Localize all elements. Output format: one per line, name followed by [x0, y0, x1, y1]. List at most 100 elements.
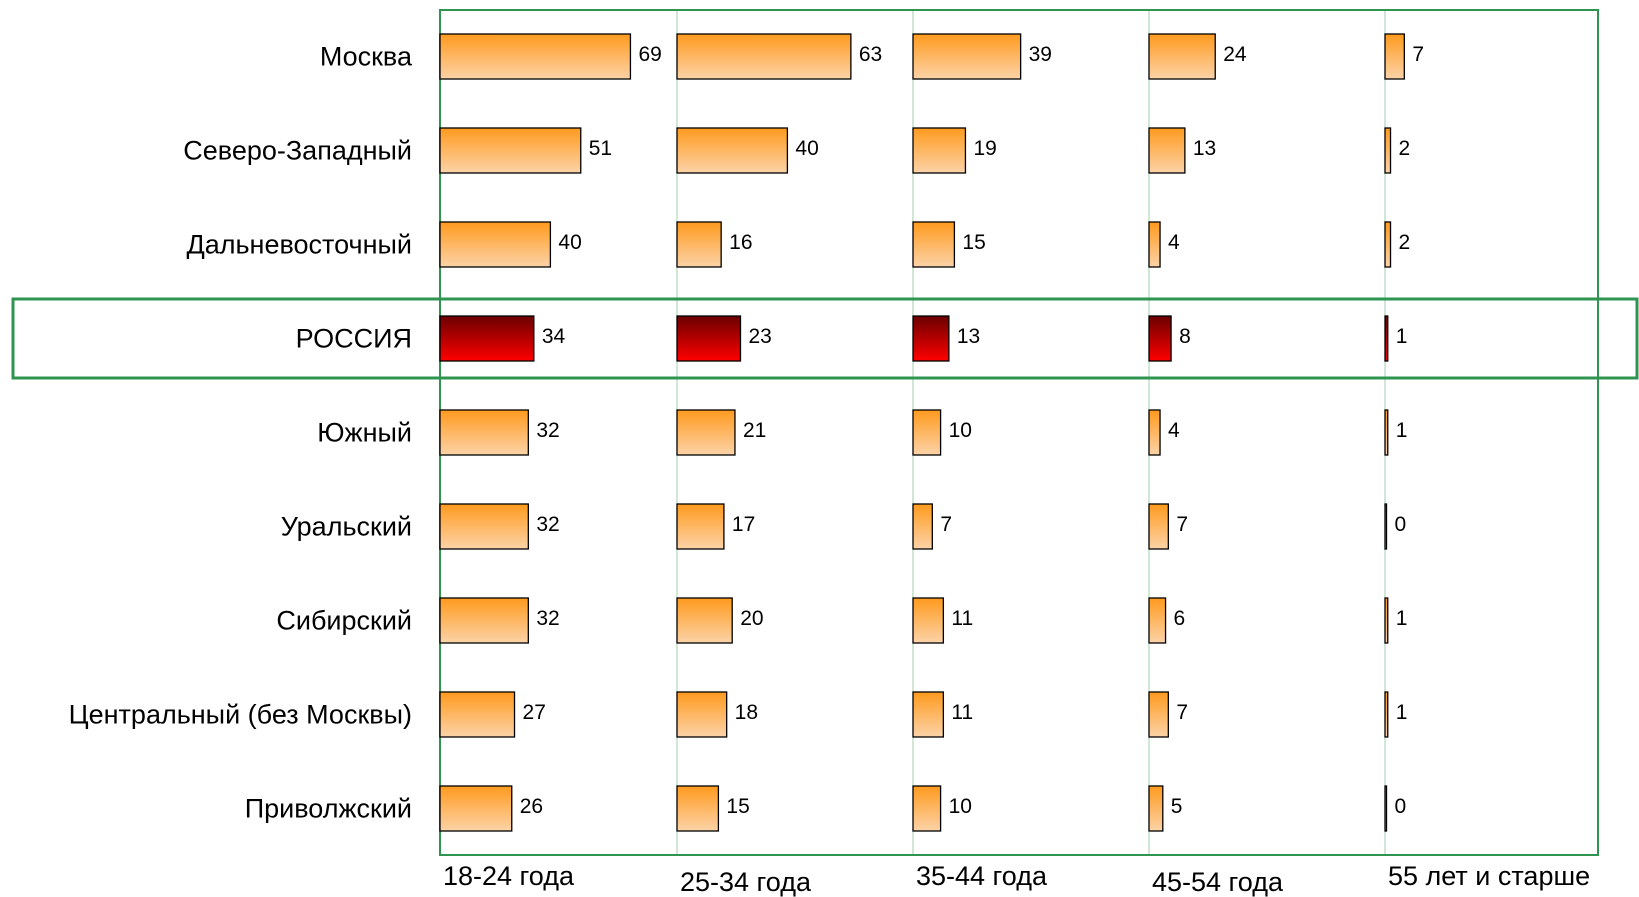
bars	[439, 33, 1405, 832]
highlight-box	[11, 297, 1639, 380]
value-label: 11	[951, 701, 973, 724]
value-label: 8	[1179, 325, 1191, 348]
bar	[1384, 785, 1388, 832]
bar	[439, 315, 535, 362]
bar	[1148, 691, 1169, 738]
value-label: 10	[949, 419, 972, 442]
value-label: 0	[1395, 795, 1407, 818]
region-label: Сибирский	[276, 606, 412, 636]
value-label: 5	[1171, 795, 1183, 818]
bar	[1384, 691, 1389, 738]
age-group-labels: 18-24 года 25-34 года 35-44 года 45-54 года…	[443, 861, 1590, 897]
bar	[1384, 315, 1389, 362]
value-label: 2	[1399, 137, 1411, 160]
value-label: 13	[957, 325, 980, 348]
value-label: 21	[743, 419, 766, 442]
bar	[1148, 409, 1161, 456]
bar	[1384, 409, 1389, 456]
value-label: 24	[1223, 43, 1247, 66]
value-label: 10	[949, 795, 972, 818]
value-label: 2	[1399, 231, 1411, 254]
value-label: 27	[523, 701, 546, 724]
bar	[676, 409, 736, 456]
age-group-label: 45-54 года	[1152, 867, 1284, 897]
value-label: 34	[542, 325, 566, 348]
value-label: 51	[589, 137, 612, 160]
bar	[439, 409, 529, 456]
bar	[1148, 315, 1172, 362]
bar	[439, 691, 516, 738]
bar	[1384, 33, 1405, 80]
value-label: 4	[1168, 231, 1180, 254]
value-label: 16	[729, 231, 752, 254]
value-label: 7	[940, 513, 952, 536]
value-label: 1	[1396, 607, 1408, 630]
value-label: 32	[536, 419, 559, 442]
bar	[676, 127, 789, 174]
bar	[676, 597, 733, 644]
bar	[1148, 33, 1216, 80]
value-label: 40	[795, 137, 818, 160]
region-label: РОССИЯ	[296, 324, 412, 354]
value-label: 20	[740, 607, 763, 630]
value-labels: 6951403432323227266340162321172018153919…	[520, 43, 1424, 818]
bar	[439, 127, 582, 174]
age-group-label: 35-44 года	[916, 861, 1048, 891]
value-label: 18	[735, 701, 758, 724]
region-label: Северо-Западный	[183, 136, 412, 166]
bar	[676, 503, 725, 550]
value-label: 23	[748, 325, 771, 348]
value-label: 32	[536, 513, 559, 536]
value-label: 15	[962, 231, 985, 254]
value-label: 32	[536, 607, 559, 630]
bar	[676, 691, 728, 738]
value-label: 4	[1168, 419, 1180, 442]
value-label: 26	[520, 795, 543, 818]
bar	[676, 33, 852, 80]
bar	[439, 785, 513, 832]
region-label: Уральский	[281, 512, 412, 542]
bar	[1148, 221, 1161, 268]
bar	[1148, 597, 1167, 644]
value-label: 1	[1396, 325, 1408, 348]
value-label: 7	[1176, 513, 1188, 536]
bar	[439, 597, 529, 644]
bar	[912, 409, 942, 456]
plot-frame	[439, 9, 1599, 856]
age-group-label: 25-34 года	[680, 867, 812, 897]
value-label: 40	[558, 231, 581, 254]
bar	[676, 785, 720, 832]
bar	[439, 503, 529, 550]
bar	[912, 33, 1022, 80]
bar	[912, 785, 942, 832]
bar	[912, 597, 945, 644]
region-labels: Москва Северо-Западный Дальневосточный РОСС…	[69, 42, 413, 824]
region-label: Центральный (без Москвы)	[69, 700, 412, 730]
value-label: 7	[1176, 701, 1188, 724]
bar	[912, 503, 933, 550]
value-label: 13	[1193, 137, 1216, 160]
bar	[1384, 503, 1388, 550]
bar	[1148, 503, 1169, 550]
value-label: 0	[1395, 513, 1407, 536]
value-label: 7	[1412, 43, 1424, 66]
value-label: 63	[859, 43, 882, 66]
bar	[439, 33, 632, 80]
value-label: 1	[1396, 419, 1408, 442]
bar	[1384, 221, 1392, 268]
value-label: 39	[1029, 43, 1052, 66]
bar	[912, 221, 956, 268]
value-label: 17	[732, 513, 755, 536]
value-label: 19	[973, 137, 996, 160]
value-label: 11	[951, 607, 973, 630]
bar	[676, 315, 742, 362]
region-label: Южный	[317, 418, 412, 448]
bar	[1384, 597, 1389, 644]
bar	[676, 221, 722, 268]
region-label: Дальневосточный	[186, 230, 412, 260]
age-group-label: 18-24 года	[443, 861, 575, 891]
region-label: Москва	[320, 42, 413, 72]
bar	[439, 221, 552, 268]
value-label: 1	[1396, 701, 1408, 724]
